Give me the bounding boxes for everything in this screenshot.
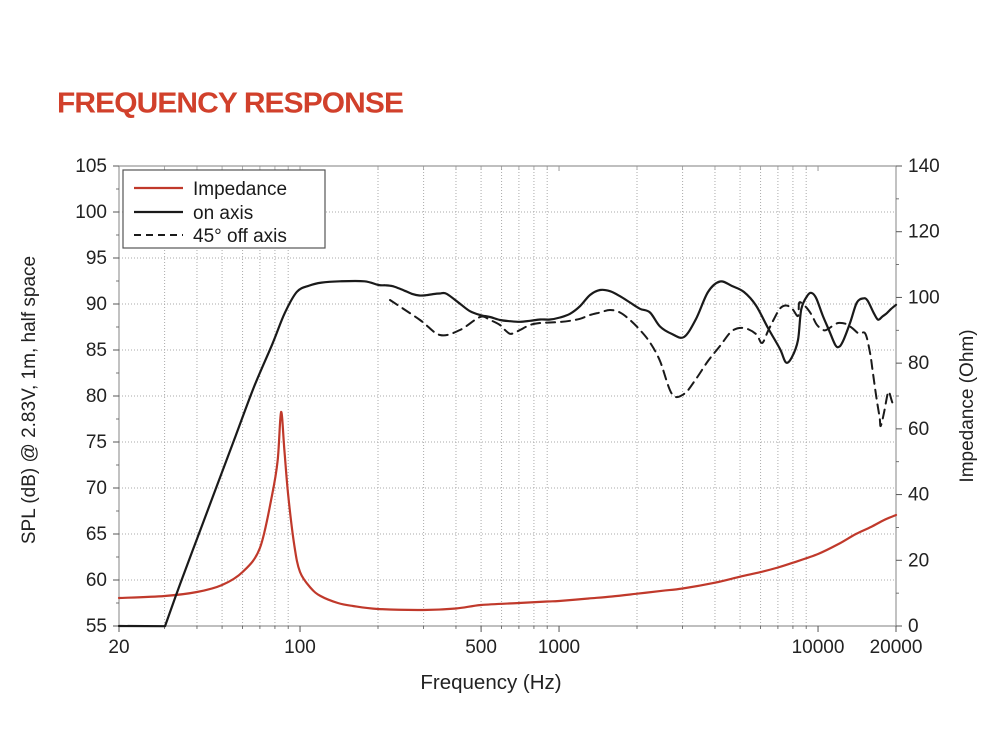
svg-text:85: 85	[86, 340, 107, 361]
svg-text:65: 65	[86, 524, 107, 545]
svg-text:55: 55	[86, 616, 107, 637]
svg-text:100: 100	[75, 202, 107, 223]
svg-text:75: 75	[86, 432, 107, 453]
svg-text:1000: 1000	[538, 637, 580, 658]
svg-text:80: 80	[86, 386, 107, 407]
svg-text:100: 100	[908, 287, 940, 308]
svg-text:95: 95	[86, 248, 107, 269]
svg-text:70: 70	[86, 478, 107, 499]
svg-text:20000: 20000	[870, 637, 923, 658]
svg-text:Impedance: Impedance	[193, 179, 287, 200]
svg-text:90: 90	[86, 294, 107, 315]
svg-text:60: 60	[86, 570, 107, 591]
svg-text:on axis: on axis	[193, 203, 253, 224]
svg-text:45° off axis: 45° off axis	[193, 226, 287, 247]
svg-text:140: 140	[908, 156, 940, 177]
svg-text:100: 100	[284, 637, 316, 658]
svg-text:60: 60	[908, 419, 929, 440]
svg-text:10000: 10000	[792, 637, 845, 658]
svg-text:120: 120	[908, 222, 940, 243]
svg-text:500: 500	[465, 637, 497, 658]
svg-text:0: 0	[908, 616, 919, 637]
svg-text:40: 40	[908, 485, 929, 506]
svg-text:105: 105	[75, 156, 107, 177]
svg-text:20: 20	[908, 550, 929, 571]
svg-text:20: 20	[108, 637, 129, 658]
svg-text:80: 80	[908, 353, 929, 374]
